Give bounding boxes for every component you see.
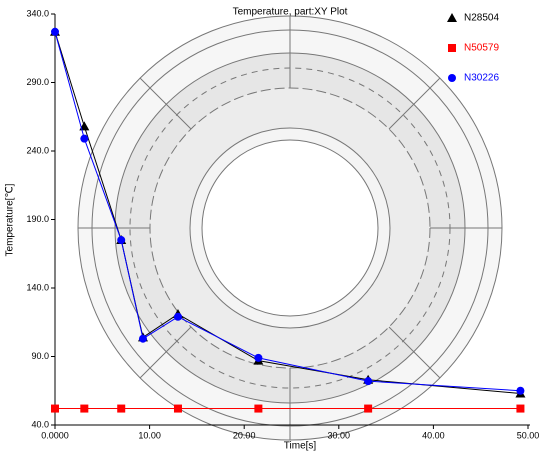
- marker: [51, 28, 59, 36]
- x-tick-label: 0.0000: [41, 430, 69, 440]
- chart: Temperature, part:XY Plot Time[s] Temper…: [0, 0, 544, 452]
- marker: [516, 405, 524, 413]
- legend-label: N28504: [464, 13, 499, 24]
- y-tick-label: 340.0: [26, 8, 49, 18]
- marker: [51, 405, 59, 413]
- x-tick-label: 10.00: [138, 430, 161, 440]
- marker: [80, 405, 88, 413]
- x-axis-label: Time[s]: [284, 441, 317, 452]
- marker: [139, 335, 147, 343]
- marker: [174, 313, 182, 321]
- y-tick-label: 240.0: [26, 145, 49, 155]
- marker: [254, 405, 262, 413]
- y-tick-label: 140.0: [26, 282, 49, 292]
- chart-title: Temperature, part:XY Plot: [233, 7, 348, 18]
- legend-label: N50579: [464, 43, 499, 54]
- marker: [364, 405, 372, 413]
- x-tick-label: 30.00: [328, 430, 351, 440]
- legend-marker: [448, 74, 456, 82]
- x-tick-label: 20.00: [233, 430, 256, 440]
- y-axis-label: Temperature[℃]: [5, 183, 16, 256]
- y-tick-label: 90.0: [31, 351, 49, 361]
- marker: [117, 236, 125, 244]
- gear-background: [78, 16, 502, 440]
- x-tick-label: 50.00: [517, 430, 540, 440]
- marker: [117, 405, 125, 413]
- y-tick-label: 290.0: [26, 77, 49, 87]
- marker: [80, 135, 88, 143]
- y-tick-label: 40.0: [31, 419, 49, 429]
- marker: [516, 387, 524, 395]
- legend-label: N30226: [464, 73, 499, 84]
- marker: [364, 377, 372, 385]
- y-tick-label: 190.0: [26, 214, 49, 224]
- marker: [174, 405, 182, 413]
- x-tick-label: 40.00: [422, 430, 445, 440]
- legend-marker: [447, 13, 457, 22]
- legend-marker: [448, 44, 456, 52]
- marker: [254, 354, 262, 362]
